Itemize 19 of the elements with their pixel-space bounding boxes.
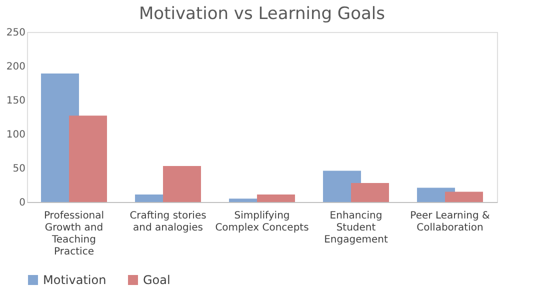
x-tick-label: Enhancing Student Engagement: [324, 210, 388, 246]
y-tick-label: 200: [6, 62, 26, 72]
y-tick-label: 0: [19, 198, 26, 208]
x-tick-label: Crafting stories and analogies: [130, 210, 206, 234]
x-tick-label: Simplifying Complex Concepts: [215, 210, 309, 234]
bar: [445, 192, 483, 202]
x-tick-label: Peer Learning & Collaboration: [410, 210, 490, 234]
bar: [69, 116, 107, 202]
bar: [257, 194, 295, 202]
x-tick-label: Professional Growth and Teaching Practice: [44, 210, 104, 258]
y-tick-label: 50: [12, 164, 26, 174]
y-tick-label: 250: [6, 28, 26, 38]
y-tick-label: 150: [6, 96, 26, 106]
legend-label: Motivation: [43, 273, 106, 287]
chart-title: Motivation vs Learning Goals: [138, 4, 386, 24]
bar: [163, 166, 201, 202]
legend-label: Goal: [143, 273, 170, 287]
bar: [351, 182, 389, 202]
y-tick-label: 100: [6, 130, 26, 140]
